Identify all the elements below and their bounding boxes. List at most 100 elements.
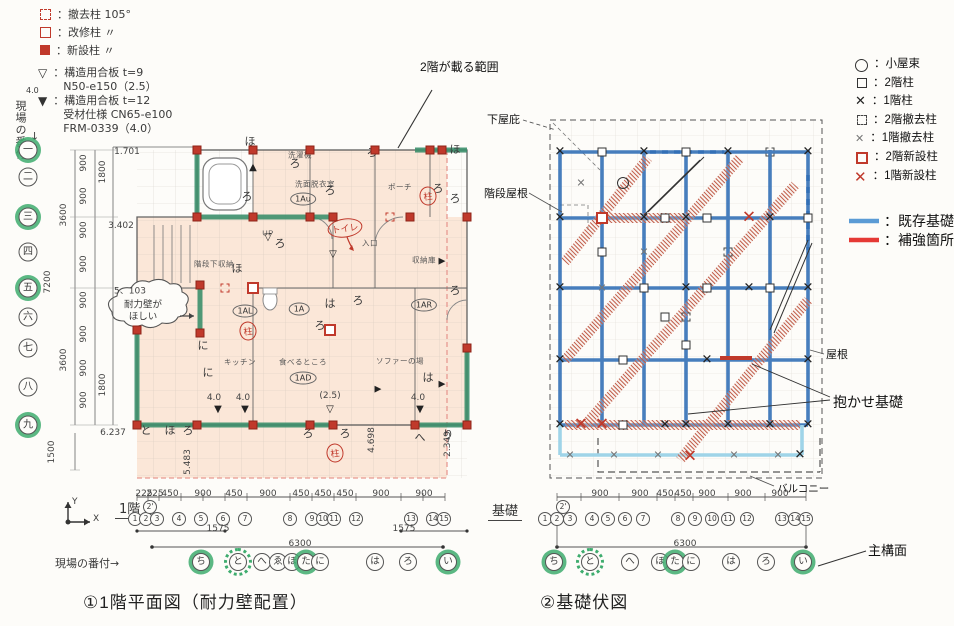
column-mark	[416, 405, 424, 415]
room-label: キッチン	[224, 357, 256, 367]
room-label: ソファーの場	[376, 356, 424, 366]
legend-label: ：補強箇所	[884, 232, 954, 248]
banzuke-circle: ろ	[399, 553, 417, 571]
dimension-value: 900	[591, 489, 609, 499]
dimension-value: 450	[161, 489, 179, 499]
legend-label: ：1階撤去柱	[870, 132, 935, 144]
dimension-value: 5.483	[183, 449, 193, 475]
column-mark	[723, 419, 734, 432]
dimension-value: 450	[292, 489, 310, 499]
column-mark	[425, 145, 435, 155]
column-mark	[195, 328, 205, 338]
dimension-value: 900	[734, 489, 752, 499]
column-mark	[742, 210, 756, 227]
legend-item-plywood-t12: ▼ 4.0 ：構造用合板 t=12 受材仕様 CN65-e100 FRM-0339…	[26, 86, 173, 135]
banzuke-circle: へ	[621, 553, 639, 571]
banzuke-circle: い	[794, 553, 812, 571]
shukomen-label: 主構面	[868, 543, 908, 558]
column-mark	[639, 212, 650, 225]
kana-grid-mark: ろ	[314, 319, 326, 332]
col-number-circle: 12	[740, 512, 754, 526]
legend-label2: 受材仕様 CN65-e100	[63, 107, 173, 121]
plan2-caption: ②基礎伏図	[540, 593, 629, 612]
col-number-circle: 7	[238, 512, 252, 526]
column-mark	[375, 386, 382, 395]
banzuke-circle: に	[682, 553, 700, 571]
red-x-icon: ✕	[854, 168, 867, 186]
room-label: 食べるところ	[279, 357, 327, 367]
dimension-value: 1500	[47, 440, 57, 464]
banzuke-circle: と	[576, 548, 604, 576]
dimension-value: 900	[79, 391, 89, 409]
room-label: 洗面脱衣室	[295, 179, 335, 189]
column-mark	[702, 283, 712, 293]
row-label-circle: 一	[18, 140, 38, 160]
legend-item-reinforced: ：補強箇所	[884, 232, 954, 248]
col-number-circle: 5	[601, 512, 615, 526]
kana-grid-mark: ろ	[339, 427, 351, 440]
x-icon: ✕	[855, 94, 866, 109]
new-column-icon	[40, 45, 50, 55]
column-mark	[247, 282, 259, 294]
dimension-value: 1575	[206, 524, 230, 534]
legend-label: ：2階新設柱	[874, 151, 938, 163]
column-mark	[192, 420, 202, 430]
legend-label: ：既存基礎	[884, 213, 954, 229]
column-mark	[326, 405, 334, 415]
column-mark	[248, 145, 258, 155]
dimension-value: 1800	[98, 373, 108, 397]
kana-grid-mark: ほ	[449, 143, 461, 156]
column-mark	[132, 420, 142, 430]
legend-item-removed-column: ：撤去柱 105°	[40, 8, 131, 22]
col-number-circle: 13	[775, 512, 789, 526]
col-number-circle: 11	[721, 512, 735, 526]
column-mark	[214, 405, 222, 415]
column-mark	[249, 163, 257, 173]
column-mark	[681, 147, 691, 157]
column-mark	[702, 354, 713, 367]
column-mark	[328, 420, 338, 430]
column-mark	[803, 354, 814, 367]
column-mark	[555, 354, 566, 367]
column-mark	[744, 282, 755, 295]
balcony-label: バルコニー	[777, 483, 830, 495]
dashed-square-icon	[857, 115, 867, 125]
column-mark	[565, 450, 574, 461]
column-mark	[328, 212, 338, 222]
column-mark	[723, 247, 733, 257]
column-mark	[555, 419, 566, 432]
column-mark	[618, 355, 628, 365]
column-mark	[639, 283, 649, 293]
column-mark	[702, 213, 712, 223]
legend-item-1f-column: ✕ ：1階柱	[855, 95, 913, 108]
column-mark	[405, 212, 415, 222]
legend-item-2f-column: ：2階柱	[857, 77, 914, 90]
column-mark	[660, 213, 670, 223]
column-mark	[803, 146, 814, 159]
kana-grid-mark: に	[197, 339, 209, 352]
legend-item-2f-new: ：2階新設柱	[856, 151, 938, 164]
dimension-value: 900	[194, 489, 212, 499]
row-label-circle: 五	[18, 278, 38, 298]
col-number-circle: 3	[563, 512, 577, 526]
dimension-value: 6.237	[100, 428, 126, 438]
column-mark	[324, 324, 336, 336]
axis-y-label: Y	[72, 497, 78, 507]
kana-grid-mark: ろ	[302, 427, 314, 440]
room-label: 階段下収納	[194, 259, 234, 269]
kana-grid-mark: は	[324, 297, 336, 310]
plan2-sublabel: 基礎	[488, 500, 523, 521]
col-number-circle: 3	[150, 512, 164, 526]
column-mark	[555, 212, 566, 225]
column-mark	[618, 420, 628, 430]
dimension-value: 450	[314, 489, 332, 499]
dimension-value: 900	[79, 255, 89, 273]
dimension-value: 900	[415, 489, 433, 499]
plan1-caption: ①1階平面図（耐力壁配置）	[83, 593, 308, 612]
dimension-value: 3600	[59, 348, 69, 372]
column-mark	[639, 247, 648, 258]
col-number-circle: 6	[216, 512, 230, 526]
column-mark	[773, 450, 782, 461]
column-mark	[765, 283, 775, 293]
